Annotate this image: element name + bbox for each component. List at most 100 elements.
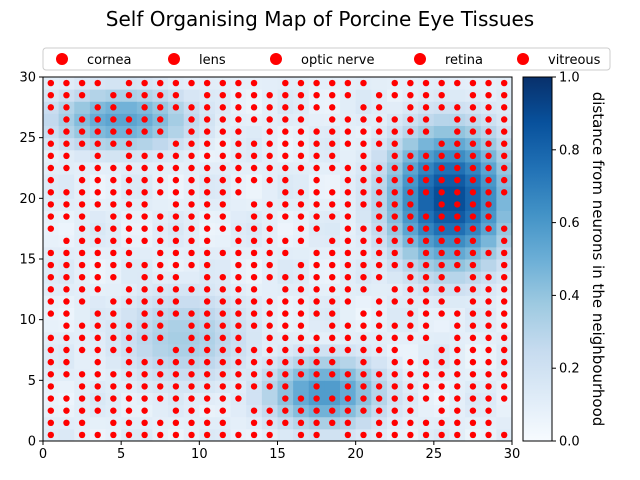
legend-marker — [270, 53, 282, 65]
neuron-marker — [125, 164, 133, 172]
neuron-marker — [407, 371, 414, 378]
neuron-marker — [141, 79, 148, 87]
neuron-marker — [188, 249, 195, 257]
neuron-marker — [235, 358, 242, 366]
neuron-marker — [94, 116, 101, 123]
neuron-marker — [235, 298, 242, 305]
heatmap-cell — [74, 307, 91, 321]
neuron-marker — [297, 310, 305, 317]
neuron-marker — [94, 322, 101, 329]
neuron-marker — [110, 310, 117, 317]
neuron-marker — [203, 164, 211, 172]
neuron-marker — [235, 237, 242, 244]
neuron-marker — [235, 346, 242, 354]
neuron-marker — [438, 189, 445, 196]
neuron-marker — [485, 274, 492, 281]
neuron-marker — [63, 249, 70, 257]
neuron-marker — [172, 407, 180, 414]
neuron-marker — [391, 298, 398, 305]
neuron-marker — [157, 383, 164, 390]
neuron-marker — [203, 383, 211, 390]
neuron-marker — [469, 128, 477, 135]
neuron-marker — [344, 346, 352, 354]
neuron-marker — [250, 322, 258, 329]
heatmap-cell — [246, 125, 263, 139]
neuron-marker — [469, 334, 477, 342]
neuron-marker — [282, 419, 289, 426]
neuron-marker — [391, 164, 398, 172]
neuron-marker — [188, 213, 195, 220]
neuron-marker — [141, 128, 148, 135]
neuron-marker — [94, 249, 101, 257]
neuron-marker — [375, 213, 383, 220]
neuron-marker — [438, 346, 445, 354]
neuron-marker — [110, 261, 117, 269]
neuron-marker — [203, 237, 211, 244]
neuron-marker — [188, 140, 195, 147]
neuron-marker — [500, 225, 508, 232]
neuron-marker — [219, 334, 226, 342]
neuron-marker — [172, 431, 180, 439]
neuron-marker — [391, 140, 398, 147]
neuron-marker — [266, 92, 273, 99]
neuron-marker — [125, 152, 133, 160]
neuron-marker — [344, 419, 352, 426]
neuron-marker — [188, 431, 195, 439]
neuron-marker — [469, 152, 477, 160]
neuron-marker — [407, 104, 414, 111]
neuron-marker — [344, 395, 352, 402]
neuron-marker — [219, 213, 226, 220]
neuron-marker — [47, 286, 55, 293]
neuron-marker — [219, 371, 226, 378]
heatmap-cell — [386, 101, 404, 114]
neuron-marker — [360, 152, 367, 160]
neuron-marker — [47, 261, 55, 269]
neuron-marker — [266, 261, 273, 269]
neuron-marker — [454, 371, 461, 378]
neuron-marker — [203, 261, 211, 269]
neuron-marker — [235, 92, 242, 99]
neuron-marker — [329, 371, 336, 378]
neuron-marker — [500, 261, 508, 269]
heatmap-cell — [324, 174, 341, 187]
neuron-marker — [125, 407, 133, 414]
neuron-marker — [125, 249, 133, 257]
neuron-marker — [63, 201, 70, 208]
neuron-marker — [438, 152, 445, 160]
neuron-marker — [282, 92, 289, 99]
neuron-marker — [454, 201, 461, 208]
neuron-marker — [157, 152, 164, 160]
neuron-marker — [47, 128, 55, 135]
neuron-marker — [329, 274, 336, 281]
neuron-marker — [485, 419, 492, 426]
neuron-marker — [188, 419, 195, 426]
neuron-marker — [360, 176, 367, 184]
neuron-marker — [469, 346, 477, 354]
neuron-marker — [188, 371, 195, 378]
neuron-marker — [344, 237, 352, 244]
neuron-marker — [141, 274, 148, 281]
neuron-marker — [297, 140, 305, 147]
neuron-marker — [313, 310, 320, 317]
neuron-marker — [297, 164, 305, 172]
neuron-marker — [235, 371, 242, 378]
neuron-marker — [282, 346, 289, 354]
neuron-marker — [500, 431, 508, 439]
heatmap-cell — [324, 428, 341, 442]
neuron-marker — [297, 189, 305, 196]
neuron-marker — [188, 334, 195, 342]
colorbar-tick-label: 0.2 — [559, 362, 580, 377]
neuron-marker — [172, 371, 180, 378]
heatmap-cell — [58, 428, 75, 442]
neuron-marker — [219, 176, 226, 184]
neuron-marker — [454, 164, 461, 172]
neuron-marker — [235, 395, 242, 402]
neuron-marker — [360, 358, 367, 366]
neuron-marker — [282, 274, 289, 281]
heatmap-cell — [340, 149, 357, 163]
neuron-marker — [266, 116, 273, 123]
neuron-marker — [391, 128, 398, 135]
neuron-marker — [422, 334, 430, 342]
neuron-marker — [469, 201, 477, 208]
heatmap-cell — [386, 271, 404, 284]
